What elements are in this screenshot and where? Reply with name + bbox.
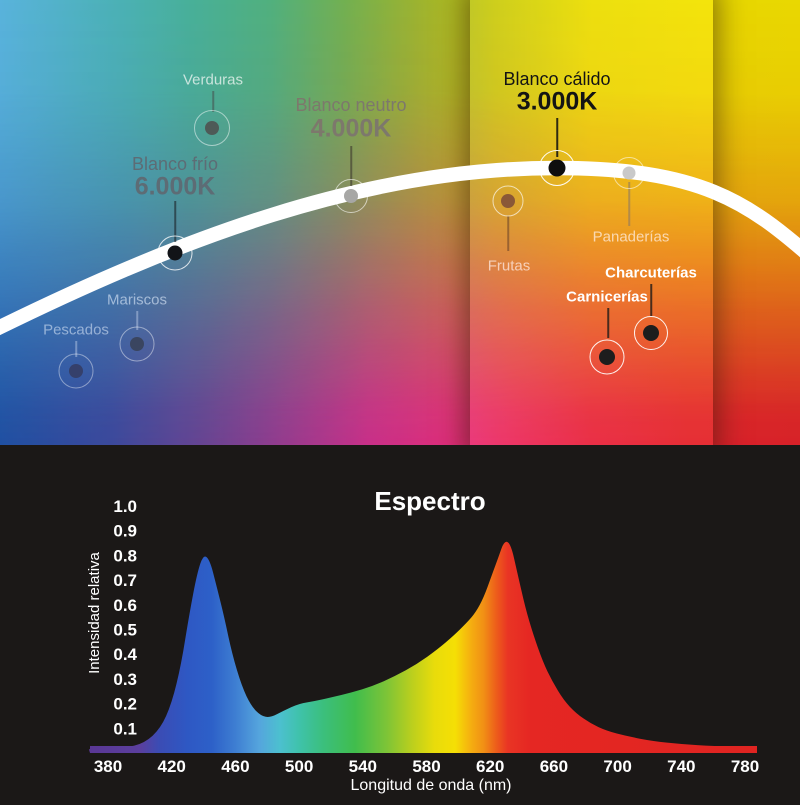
spectrum-area <box>88 541 757 753</box>
category-marker-frutas-dot <box>501 194 515 208</box>
temperature-line-blanco-calido <box>556 118 558 157</box>
category-marker-pescados-ring <box>58 353 94 389</box>
temperature-name-blanco-frio: Blanco frío <box>131 154 219 174</box>
temperature-line-blanco-neutro <box>350 146 352 186</box>
temperature-marker-blanco-calido-ring <box>539 150 575 186</box>
color-temperature-gradient: Blanco frío 6.000K Blanco neutro 4.000K Blan… <box>0 0 800 445</box>
spectrum-section: Espectro Longitud de onda (nm) Intensidad … <box>0 445 800 800</box>
category-label-panaderias: Panaderías <box>592 228 670 246</box>
temperature-line-blanco-frio <box>174 201 176 242</box>
category-label-mariscos: Mariscos <box>106 291 168 309</box>
category-line-mariscos <box>136 311 138 330</box>
y-axis-label: Intensidad relativa <box>86 551 103 673</box>
temperature-name-blanco-calido: Blanco cálido <box>503 69 611 89</box>
x-tick-460: 460 <box>221 757 249 776</box>
category-label-pescados: Pescados <box>43 321 109 339</box>
temperature-marker-blanco-neutro-ring <box>334 179 368 213</box>
x-tick-380: 380 <box>94 757 122 776</box>
y-tick-1.0: 1.0 <box>113 497 137 516</box>
gradient-top-layer <box>0 0 800 445</box>
spectrum-chart: Espectro Longitud de onda (nm) Intensidad … <box>86 486 759 794</box>
x-tick-540: 540 <box>349 757 377 776</box>
temperature-kelvin-blanco-calido: 3.000K <box>516 87 598 116</box>
y-tick-0.7: 0.7 <box>113 571 137 590</box>
category-line-verduras <box>212 91 214 112</box>
x-tick-500: 500 <box>285 757 313 776</box>
category-line-pescados <box>75 341 77 357</box>
category-label-verduras: Verduras <box>182 71 244 89</box>
x-axis-label: Longitud de onda (nm) <box>351 777 512 794</box>
y-tick-0.2: 0.2 <box>113 695 137 714</box>
y-tick-0.5: 0.5 <box>113 621 137 640</box>
y-tick-0.8: 0.8 <box>113 546 137 565</box>
category-marker-mariscos-ring <box>119 326 155 362</box>
category-marker-mariscos-dot <box>130 337 144 351</box>
category-label-carnicerias: Carnicerías <box>566 288 648 306</box>
category-label-charcuterias: Charcuterías <box>605 264 697 282</box>
category-line-panaderias <box>628 182 630 226</box>
y-tick-0.9: 0.9 <box>113 522 137 541</box>
x-tick-740: 740 <box>667 757 695 776</box>
white-arc-path <box>0 160 800 336</box>
x-tick-660: 660 <box>540 757 568 776</box>
temperature-name-blanco-neutro: Blanco neutro <box>295 95 407 115</box>
category-marker-carnicerias-ring <box>589 339 625 375</box>
temperature-kelvin-blanco-neutro: 4.000K <box>310 114 392 143</box>
category-marker-panaderias-dot <box>622 166 636 180</box>
highlighted-panel-3000k <box>470 0 713 445</box>
category-marker-charcuterias-dot <box>643 325 659 341</box>
temperature-marker-blanco-frio-ring <box>157 235 193 271</box>
x-tick-620: 620 <box>476 757 504 776</box>
category-marker-charcuterias-ring <box>634 316 668 350</box>
category-marker-carnicerias-dot <box>599 349 615 365</box>
temperature-kelvin-blanco-frio: 6.000K <box>134 172 216 201</box>
category-line-charcuterias <box>650 284 652 316</box>
x-tick-700: 700 <box>603 757 631 776</box>
wavelength-color-bar <box>90 746 757 753</box>
x-tick-580: 580 <box>412 757 440 776</box>
category-marker-frutas-ring <box>492 185 524 217</box>
temperature-marker-blanco-calido-dot <box>548 159 566 177</box>
y-tick-0.1: 0.1 <box>113 719 137 738</box>
category-label-frutas: Frutas <box>487 257 531 275</box>
y-tick-0.3: 0.3 <box>113 670 137 689</box>
category-marker-pescados-dot <box>69 364 83 378</box>
category-marker-panaderias-ring <box>613 157 645 189</box>
temperature-marker-blanco-neutro-dot <box>344 189 358 203</box>
chart-title: Espectro <box>374 486 485 516</box>
category-line-carnicerias <box>607 308 609 338</box>
x-tick-780: 780 <box>731 757 759 776</box>
category-line-frutas <box>507 216 509 251</box>
temperature-marker-blanco-frio-dot <box>167 245 183 261</box>
y-tick-0.4: 0.4 <box>113 645 137 664</box>
category-marker-verduras-ring <box>194 110 230 146</box>
y-tick-0.6: 0.6 <box>113 596 137 615</box>
color-temperature-curve <box>0 160 800 336</box>
x-tick-420: 420 <box>158 757 186 776</box>
category-marker-verduras-dot <box>205 121 219 135</box>
